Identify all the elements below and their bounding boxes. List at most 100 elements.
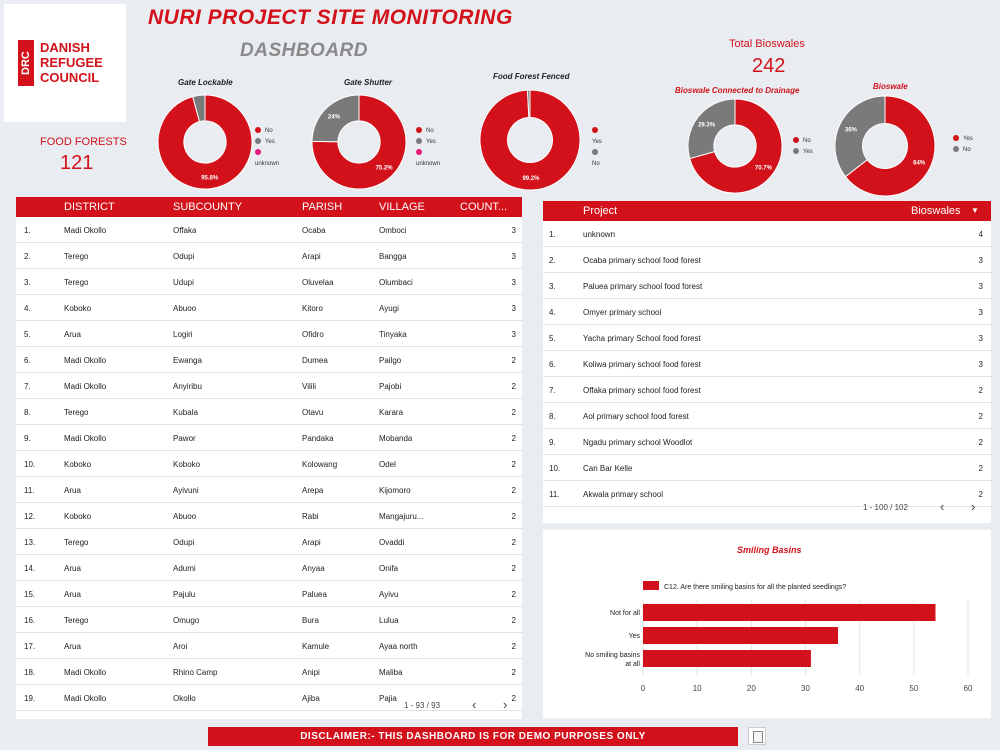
bar[interactable] [643,650,811,667]
donut-legend: No Yes unknown [255,126,279,170]
donut-slice[interactable] [689,98,783,194]
cell-bioswales: 3 [978,256,983,265]
legend-item[interactable]: Yes [793,147,813,158]
logo-line: DANISH [40,40,90,55]
cell-village: Ayugi [379,304,399,313]
table-row[interactable]: 7. Offaka primary school food forest 2 [543,377,991,403]
legend-item[interactable]: No [953,145,973,156]
legend-item[interactable]: No [592,148,605,170]
row-index: 14. [24,564,36,573]
report-icon[interactable] [748,727,766,745]
table-row[interactable]: 10. Can Bar Kelle 2 [543,455,991,481]
table-row[interactable]: 5. Yacha primary School food forest 3 [543,325,991,351]
table-row[interactable]: 6. Madi Okollo Ewanga Dumea Pailgo 2 [16,347,522,373]
table-row[interactable]: 8. Terego Kubala Otavu Karara 2 [16,399,522,425]
legend-item[interactable]: No [416,126,440,137]
donut-slice[interactable] [526,89,531,119]
donut-legend: Yes No [592,126,605,170]
table-row[interactable]: 3. Paluea primary school food forest 3 [543,273,991,299]
table-row[interactable]: 6. Koliwa primary school food forest 3 [543,351,991,377]
cell-count: 2 [511,434,516,443]
row-index: 11. [24,486,35,495]
y-category-label: No smiling basins [585,652,640,659]
row-index: 5. [24,330,31,339]
legend-item[interactable]: Yes [255,137,279,148]
table-row[interactable]: 13. Terego Odupi Arapi Ovaddi 2 [16,529,522,555]
next-page-icon[interactable]: › [503,697,508,712]
legend-item[interactable]: unknown [255,148,279,170]
table-row[interactable]: 8. Aol primary school food forest 2 [543,403,991,429]
table-row[interactable]: 1. Madi Okollo Offaka Ocaba Omboci 3 [16,217,522,243]
cell-project: Omyer primary school [583,308,662,317]
table-row[interactable]: 3. Terego Udupi Oluvelaa Olumbaci 3 [16,269,522,295]
table-row[interactable]: 12. Koboko Abuoo Rabi Mangajuru... 2 [16,503,522,529]
cell-project: Aol primary school food forest [583,412,689,421]
column-subcounty[interactable]: SUBCOUNTY [173,201,243,213]
table-row[interactable]: 9. Ngadu primary school Woodlot 2 [543,429,991,455]
district-table: DISTRICT SUBCOUNTY PARISH VILLAGE COUNT.… [16,197,522,719]
donut-slice[interactable] [479,89,581,191]
table-row[interactable]: 17. Arua Aroi Kamule Ayaa north 2 [16,633,522,659]
column-parish[interactable]: PARISH [302,201,343,213]
donut-slice[interactable] [311,94,407,190]
table-row[interactable]: 15. Arua Pajulu Paluea Ayivu 2 [16,581,522,607]
legend-label: Yes [426,139,436,145]
cell-district: Koboko [64,460,92,469]
chart-title: Smiling Basins [737,545,802,555]
table-row[interactable]: 11. Akwala primary school 2 [543,481,991,507]
cell-parish: Pandaka [302,434,334,443]
legend-item[interactable]: Yes [953,134,973,145]
table-row[interactable]: 11. Arua Ayivuni Arepa Kijomoro 2 [16,477,522,503]
donut-slice[interactable] [835,95,886,178]
table-row[interactable]: 7. Madi Okollo Anyiribu Vilili Pajobi 2 [16,373,522,399]
table-row[interactable]: 5. Arua Logiri Ofidro Tinyaka 3 [16,321,522,347]
row-index: 5. [549,334,556,343]
cell-project: Can Bar Kelle [583,464,633,473]
total-bioswales-label: Total Bioswales [729,38,805,50]
donut-svg: 75.2% 24% [311,94,407,190]
legend-item[interactable]: No [793,136,813,147]
prev-page-icon[interactable]: ‹ [940,499,945,514]
donut-slice[interactable] [844,95,936,197]
table-row[interactable]: 10. Koboko Koboko Kolowang Odel 2 [16,451,522,477]
donut-slice[interactable] [687,98,736,160]
cell-district: Terego [64,408,89,417]
donut-slice[interactable] [192,94,206,123]
table-row[interactable]: 2. Terego Odupi Arapi Bangga 3 [16,243,522,269]
prev-page-icon[interactable]: ‹ [472,697,477,712]
next-page-icon[interactable]: › [971,499,976,514]
donut-slice-label: 75.2% [376,165,394,171]
row-index: 3. [549,282,556,291]
table-row[interactable]: 4. Omyer primary school 3 [543,299,991,325]
donut-bioswale-connected: 70.7% 29.3% Bioswale Connected to Drainag… [665,84,825,198]
table-row[interactable]: 9. Madi Okollo Pawor Pandaka Mobanda 2 [16,425,522,451]
table-row[interactable]: 14. Arua Adumi Anyaa Onifa 2 [16,555,522,581]
table-row[interactable]: 1. unknown 4 [543,221,991,247]
legend-item[interactable]: Yes [416,137,440,148]
cell-bioswales: 3 [978,308,983,317]
donut-legend: Yes No [953,134,973,156]
donut-slice[interactable] [311,94,360,143]
cell-village: Maliba [379,668,403,677]
bar[interactable] [643,627,838,644]
column-district[interactable]: DISTRICT [64,201,115,213]
bar[interactable] [643,604,936,621]
table-row[interactable]: 4. Koboko Abuoo Kitoro Ayugi 3 [16,295,522,321]
legend-item[interactable]: unknown [416,148,440,170]
sort-desc-icon[interactable]: ▼ [971,206,979,215]
legend-item[interactable]: No [255,126,279,137]
table-row[interactable]: 18. Madi Okollo Rhino Camp Anipi Maliba 2 [16,659,522,685]
table-row[interactable]: 19. Madi Okollo Okollo Ajiba Pajia 2 [16,685,522,711]
column-village[interactable]: VILLAGE [379,201,425,213]
table-body: 1. unknown 4 2. Ocaba primary school food fo… [543,221,991,507]
row-index: 19. [24,694,36,703]
legend-item[interactable]: Yes [592,126,605,148]
table-row[interactable]: 2. Ocaba primary school food forest 3 [543,247,991,273]
column-project[interactable]: Project [583,205,618,217]
donut-slice[interactable] [157,94,253,190]
chart-legend-label: C12. Are there smiling basins for all th… [664,584,846,591]
column-count[interactable]: COUNT... [460,201,508,213]
table-row[interactable]: 16. Terego Omugo Bura Lulua 2 [16,607,522,633]
cell-district: Madi Okollo [64,668,107,677]
column-bioswales[interactable]: Bioswales [911,205,961,217]
